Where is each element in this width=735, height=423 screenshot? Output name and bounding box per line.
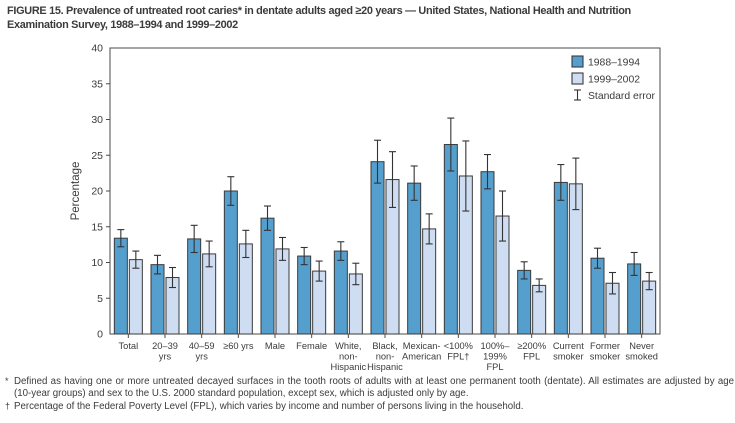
footnote-asterisk-text: Defined as having one or more untreated … (14, 376, 734, 400)
bar-1999–2002-Total (128, 259, 143, 335)
footnote-dagger-marker: † (5, 400, 11, 411)
x-category-label: smoked (625, 352, 658, 362)
x-category-label: FPL† (447, 352, 469, 362)
bar-1988–1994-Current smoker (553, 181, 568, 335)
footnote-dagger: † Percentage of the Federal Poverty Leve… (5, 401, 734, 413)
x-category-label: non- (376, 352, 395, 362)
x-category-label: Male (265, 341, 285, 351)
x-category-label: 20–39 (152, 341, 178, 351)
x-category-label: ≥200% (517, 341, 546, 351)
x-category-label: 199% (483, 352, 507, 362)
x-category-label: <100% (444, 341, 473, 351)
figure-title-line1: FIGURE 15. Prevalence of untreated root … (7, 5, 631, 17)
y-tick-label: 0 (97, 329, 103, 341)
x-category-label: Black, (372, 341, 397, 351)
y-tick-label: 10 (91, 257, 103, 269)
x-category-label: Former (590, 341, 620, 351)
bar-1988–1994-<100% FPL† (443, 144, 458, 335)
x-category-label: yrs (159, 352, 172, 362)
y-tick-label: 15 (91, 221, 103, 233)
figure-title: FIGURE 15. Prevalence of untreated root … (7, 5, 733, 32)
x-category-label: smoker (590, 352, 620, 362)
y-tick-label: 30 (91, 114, 103, 126)
x-category-label: Hispanic (367, 362, 403, 372)
y-tick-label: 35 (91, 78, 103, 90)
y-tick-label: 25 (91, 150, 103, 162)
x-category-label: smoker (553, 352, 583, 362)
legend-label-1988–1994: 1988–1994 (588, 58, 640, 69)
x-category-label: FPL (486, 362, 503, 372)
x-category-label: American (402, 352, 441, 362)
bar-1988–1994-20–39 yrs (150, 264, 165, 335)
x-category-label: 40–59 (189, 341, 215, 351)
y-tick-label: 40 (91, 43, 103, 55)
figure-title-line2: Examination Survey, 1988–1994 and 1999–2… (7, 18, 238, 31)
footnotes: * Defined as having one or more untreate… (5, 376, 734, 413)
bar-1999–2002-Male (275, 248, 290, 335)
bar-1988–1994-Female (297, 255, 312, 335)
x-category-label: Total (119, 341, 139, 351)
bar-1999–2002-Mexican-American (422, 228, 437, 335)
bar-1988–1994-100%–199% FPL (480, 171, 495, 335)
bar-1988–1994-Male (260, 217, 275, 335)
x-category-label: 100%– (481, 341, 511, 351)
y-tick-label: 5 (97, 293, 103, 305)
bar-1988–1994-40–59 yrs (187, 238, 202, 335)
x-category-label: Female (296, 341, 327, 351)
legend-label-standard-error: Standard error (588, 91, 656, 102)
bar-1988–1994-White, non-Hispanic (333, 250, 348, 335)
x-category-label: Hispanic (331, 362, 367, 372)
bar-1988–1994-≥200% FPL (517, 269, 532, 335)
x-category-label: Mexican- (403, 341, 441, 351)
bar-1988–1994-Former smoker (590, 257, 605, 335)
x-category-label: ≥60 yrs (223, 341, 254, 351)
footnote-asterisk: * Defined as having one or more untreate… (5, 376, 734, 401)
x-category-label: White, (335, 341, 361, 351)
legend-label-1999–2002: 1999–2002 (588, 75, 640, 86)
bar-1988–1994-Mexican-American (407, 182, 422, 335)
footnote-asterisk-marker: * (5, 376, 9, 386)
bar-1988–1994-≥60 yrs (223, 190, 238, 335)
x-category-label: Current (553, 341, 584, 351)
bar-1988–1994-Total (113, 237, 128, 335)
x-category-label: yrs (195, 352, 208, 362)
legend-swatch-1988–1994 (571, 55, 584, 68)
legend-swatch-1999–2002 (571, 72, 584, 85)
bar-1999–2002-≥200% FPL (532, 284, 547, 335)
y-tick-label: 20 (91, 186, 103, 198)
y-axis-label: Percentage (70, 162, 82, 221)
x-category-label: non- (339, 352, 358, 362)
footnote-dagger-text: Percentage of the Federal Poverty Level … (14, 400, 524, 412)
x-category-label: FPL (523, 352, 540, 362)
x-category-label: Never (629, 341, 654, 351)
bar-1988–1994-Black, non-Hispanic (370, 161, 385, 335)
